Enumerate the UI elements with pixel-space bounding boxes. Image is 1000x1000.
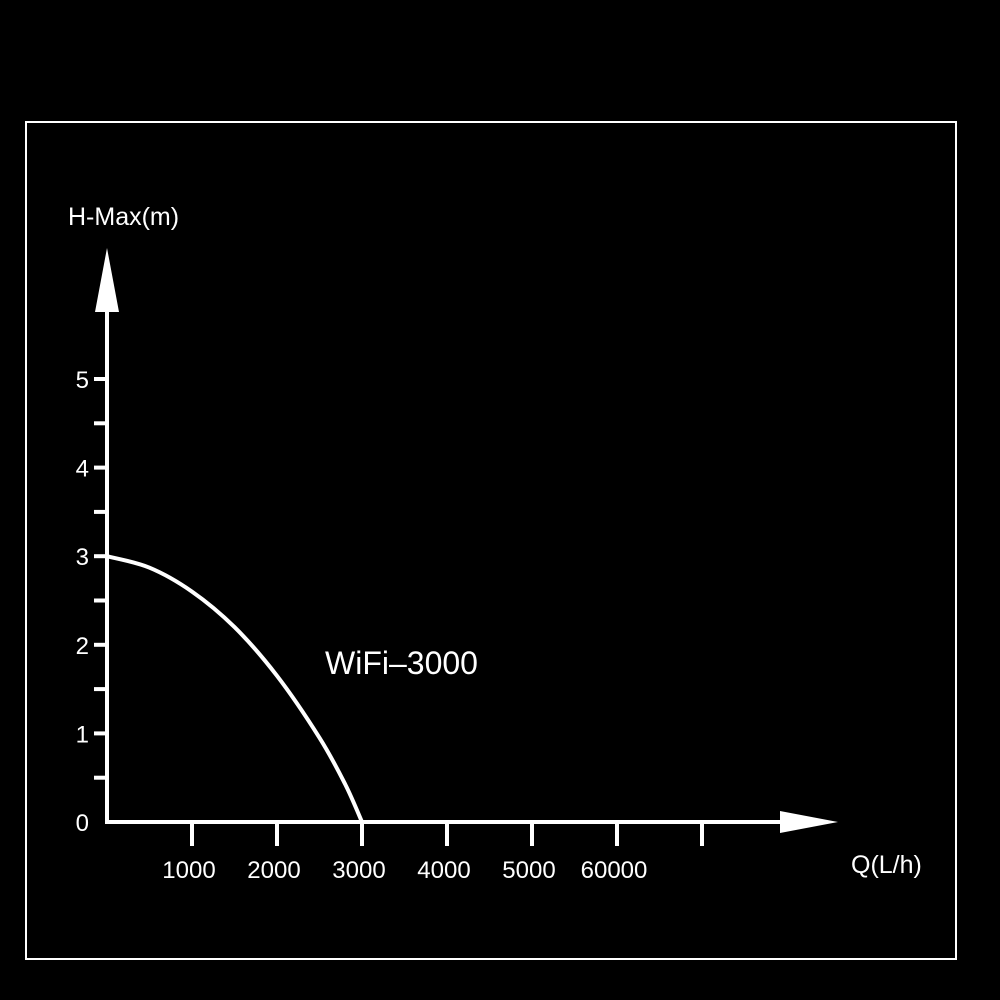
- y-tick-label: 1: [76, 721, 89, 748]
- x-tick-label: 60000: [581, 857, 648, 884]
- x-tick-label: 5000: [502, 857, 555, 884]
- series-line-wifi-3000: [106, 554, 364, 823]
- series-label: WiFi–3000: [325, 645, 478, 681]
- y-tick-label: 2: [76, 633, 89, 660]
- y-axis-title: H-Max(m): [68, 203, 179, 231]
- x-tick-label: 1000: [162, 857, 215, 884]
- x-axis-tick-labels: 1000 2000 3000 4000 5000 60000: [162, 857, 647, 884]
- y-tick-label: 0: [76, 810, 89, 837]
- x-tick-label: 3000: [332, 857, 385, 884]
- chart-frame: [25, 121, 957, 960]
- y-tick-label: 3: [76, 544, 89, 571]
- y-tick-label: 5: [76, 367, 89, 394]
- x-axis-arrowhead: [780, 811, 838, 833]
- x-tick-label: 2000: [247, 857, 300, 884]
- x-tick-label: 4000: [417, 857, 470, 884]
- y-axis-tick-labels: 0 1 2 3 4 5: [76, 367, 89, 837]
- x-axis-title: Q(L/h): [851, 851, 922, 879]
- y-axis-arrowhead: [95, 248, 119, 312]
- y-axis-ticks: [94, 377, 109, 780]
- x-axis-ticks: [190, 820, 704, 846]
- y-tick-label: 4: [76, 456, 89, 483]
